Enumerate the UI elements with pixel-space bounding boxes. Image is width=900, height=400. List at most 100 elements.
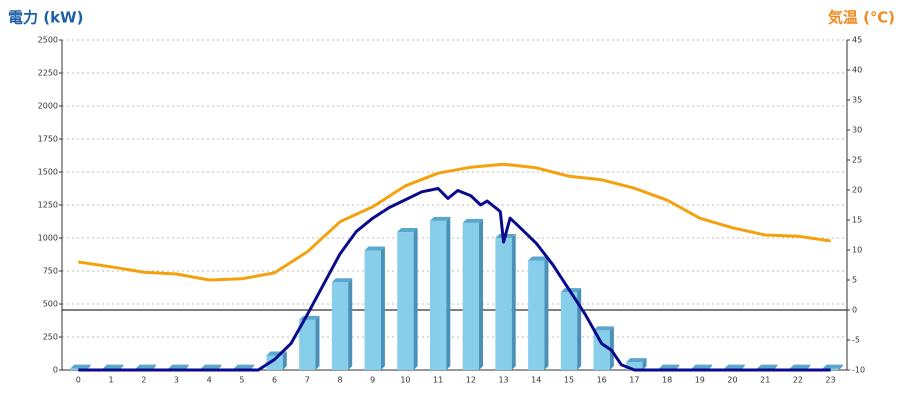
x-tick-label: 9 <box>370 376 375 385</box>
bar-side <box>642 358 647 370</box>
y2-tick-label: 40 <box>852 66 862 75</box>
bar-front <box>397 232 414 370</box>
y2-axis-title: 気温 (℃) <box>828 9 895 27</box>
y-tick-label: 1250 <box>38 201 58 210</box>
y2-tick-label: -10 <box>852 366 865 375</box>
x-tick-label: 20 <box>727 376 737 385</box>
bar <box>495 234 516 370</box>
x-tick-label: 16 <box>597 376 607 385</box>
bar-front <box>266 355 283 370</box>
x-tick-label: 4 <box>207 376 212 385</box>
bar-front <box>560 292 578 370</box>
bar-side <box>413 228 418 370</box>
x-tick-label: 3 <box>174 376 179 385</box>
bar <box>299 315 320 370</box>
bar <box>331 278 353 370</box>
bar-side <box>348 278 353 370</box>
bar-front <box>528 260 545 370</box>
line <box>78 162 831 282</box>
bar <box>397 228 418 370</box>
bar <box>462 218 484 370</box>
x-tick-label: 13 <box>498 376 508 385</box>
bar-front <box>299 319 316 370</box>
bar-side <box>511 234 516 370</box>
bar <box>429 216 451 370</box>
bar-top <box>658 364 680 369</box>
bar-front <box>593 330 610 370</box>
y2-tick-label: 5 <box>852 276 857 285</box>
bar-side <box>609 326 614 370</box>
bar <box>560 288 582 370</box>
x-tick-label: 17 <box>629 376 639 385</box>
bar <box>364 246 385 370</box>
y2-tick-label: 0 <box>852 306 857 315</box>
bar-top <box>528 256 549 261</box>
x-tick-label: 5 <box>239 376 244 385</box>
bar-top <box>462 218 484 223</box>
x-tick-label: 10 <box>400 376 410 385</box>
x-tick-label: 23 <box>826 376 836 385</box>
x-tick-label: 0 <box>76 376 81 385</box>
bar-top <box>331 278 353 283</box>
x-tick-label: 15 <box>564 376 574 385</box>
x-tick-label: 19 <box>695 376 705 385</box>
bar-top <box>102 364 124 369</box>
y-tick-label: 2500 <box>38 36 58 45</box>
bar-front <box>331 282 349 370</box>
bar-top <box>691 364 712 369</box>
bar-top <box>724 364 745 369</box>
y2-tick-label: 15 <box>852 216 862 225</box>
x-tick-label: 7 <box>305 376 310 385</box>
bar-top <box>429 216 451 221</box>
y-tick-label: 250 <box>43 333 58 342</box>
y2-tick-label: 10 <box>852 246 862 255</box>
bar-top <box>201 364 222 369</box>
y-tick-label: 0 <box>53 366 58 375</box>
bar <box>593 326 614 370</box>
bar-top <box>135 364 156 369</box>
y2-tick-label: 30 <box>852 126 862 135</box>
bar-side <box>838 364 843 370</box>
x-tick-label: 22 <box>793 376 803 385</box>
y-tick-label: 1000 <box>38 234 58 243</box>
y2-tick-label: 35 <box>852 96 862 105</box>
y-tick-label: 750 <box>43 267 58 276</box>
bar-top <box>70 364 91 369</box>
bar-top <box>757 364 778 369</box>
y2-tick-label: 45 <box>852 36 862 45</box>
x-tick-label: 6 <box>272 376 277 385</box>
bar-front <box>626 362 643 370</box>
bar-side <box>544 256 549 370</box>
bar <box>266 351 287 370</box>
bar-front <box>364 250 381 370</box>
x-tick-label: 2 <box>141 376 146 385</box>
bar-top <box>397 228 418 233</box>
bar <box>626 358 647 370</box>
x-tick-label: 11 <box>433 376 443 385</box>
bar <box>528 256 549 370</box>
x-tick-label: 8 <box>337 376 342 385</box>
x-tick-label: 18 <box>662 376 672 385</box>
bar-top <box>364 246 385 251</box>
bar-front <box>462 222 480 370</box>
bar-side <box>315 315 320 370</box>
bar-top <box>233 364 255 369</box>
bar-front <box>822 368 839 370</box>
bar-side <box>446 216 451 370</box>
line <box>78 187 831 372</box>
y-tick-label: 500 <box>43 300 58 309</box>
bar-top <box>789 364 811 369</box>
bar-top <box>168 364 189 369</box>
bar-front <box>429 220 447 370</box>
bar-side <box>282 351 287 370</box>
y-tick-label: 1500 <box>38 168 58 177</box>
x-tick-label: 1 <box>109 376 114 385</box>
bar-front <box>495 238 512 370</box>
bar-top <box>626 358 647 363</box>
y-tick-label: 2000 <box>38 102 58 111</box>
bar-side <box>479 218 484 370</box>
y2-tick-label: 25 <box>852 156 862 165</box>
bar-top <box>822 364 843 369</box>
x-tick-label: 12 <box>466 376 476 385</box>
